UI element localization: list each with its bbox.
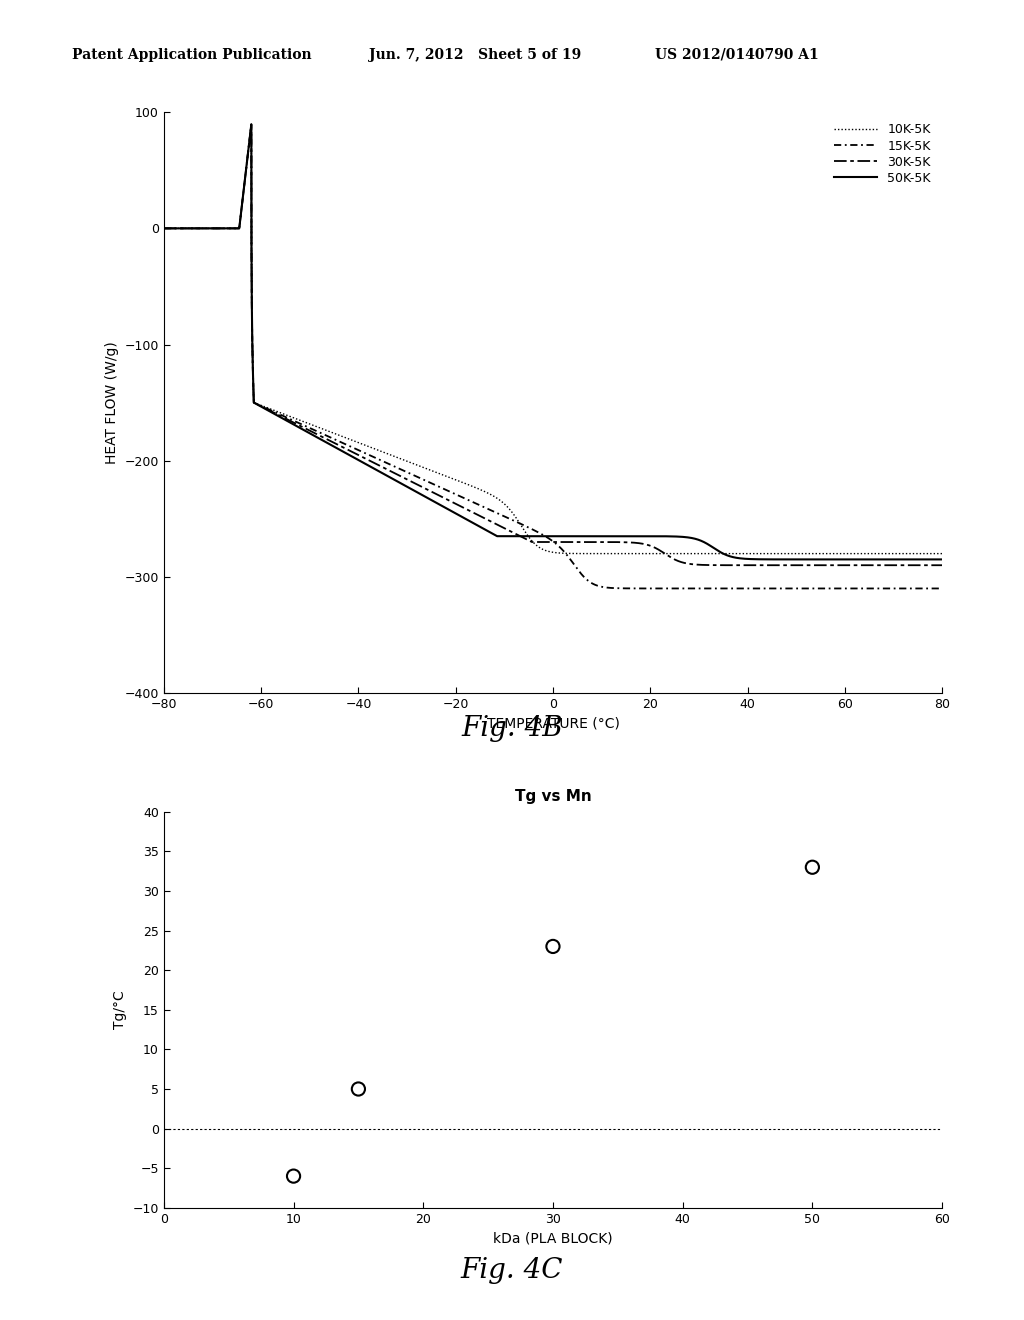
X-axis label: TEMPERATURE (°C): TEMPERATURE (°C)	[486, 717, 620, 730]
15K-5K	[625, 581, 637, 597]
50K-5K	[299, 422, 311, 438]
Text: Jun. 7, 2012   Sheet 5 of 19: Jun. 7, 2012 Sheet 5 of 19	[369, 48, 581, 62]
Text: Patent Application Publication: Patent Application Publication	[72, 48, 311, 62]
Line: 10K-5K: 10K-5K	[164, 124, 942, 553]
10K-5K	[798, 545, 810, 561]
30K-5K	[299, 421, 311, 437]
30K-5K	[625, 535, 637, 550]
10K-5K	[738, 545, 751, 561]
50K-5K	[245, 116, 257, 132]
30K-5K	[936, 557, 948, 573]
15K-5K	[936, 581, 948, 597]
Text: US 2012/0140790 A1: US 2012/0140790 A1	[655, 48, 819, 62]
30K-5K	[245, 116, 257, 132]
Line: 50K-5K: 50K-5K	[164, 124, 942, 560]
30K-5K	[798, 557, 810, 573]
10K-5K	[936, 545, 948, 561]
Point	[545, 936, 561, 957]
Point	[350, 1078, 367, 1100]
10K-5K	[456, 474, 468, 490]
Title: Tg vs Mn: Tg vs Mn	[515, 788, 591, 804]
50K-5K	[456, 508, 468, 524]
50K-5K	[158, 220, 170, 236]
50K-5K	[738, 550, 751, 566]
10K-5K	[299, 414, 311, 430]
50K-5K	[664, 528, 676, 544]
15K-5K	[245, 116, 257, 132]
15K-5K	[798, 581, 810, 597]
Text: Fig. 4B: Fig. 4B	[461, 715, 563, 742]
15K-5K	[664, 581, 676, 597]
50K-5K	[936, 552, 948, 568]
15K-5K	[299, 418, 311, 434]
30K-5K	[738, 557, 751, 573]
50K-5K	[798, 552, 810, 568]
30K-5K	[158, 220, 170, 236]
10K-5K	[158, 220, 170, 236]
30K-5K	[664, 549, 676, 565]
Legend: 10K-5K, 15K-5K, 30K-5K, 50K-5K: 10K-5K, 15K-5K, 30K-5K, 50K-5K	[828, 119, 936, 190]
15K-5K	[872, 581, 885, 597]
50K-5K	[625, 528, 637, 544]
Line: 15K-5K: 15K-5K	[164, 124, 942, 589]
Point	[804, 857, 820, 878]
15K-5K	[456, 488, 468, 504]
10K-5K	[821, 545, 834, 561]
30K-5K	[456, 499, 468, 515]
10K-5K	[664, 545, 676, 561]
10K-5K	[245, 116, 257, 132]
X-axis label: kDa (PLA BLOCK): kDa (PLA BLOCK)	[494, 1232, 612, 1245]
Y-axis label: HEAT FLOW (W/g): HEAT FLOW (W/g)	[105, 342, 119, 463]
15K-5K	[158, 220, 170, 236]
Y-axis label: Tg/°C: Tg/°C	[113, 990, 127, 1030]
Point	[286, 1166, 302, 1187]
Text: Fig. 4C: Fig. 4C	[461, 1257, 563, 1283]
Line: 30K-5K: 30K-5K	[164, 124, 942, 565]
10K-5K	[625, 545, 637, 561]
15K-5K	[738, 581, 751, 597]
